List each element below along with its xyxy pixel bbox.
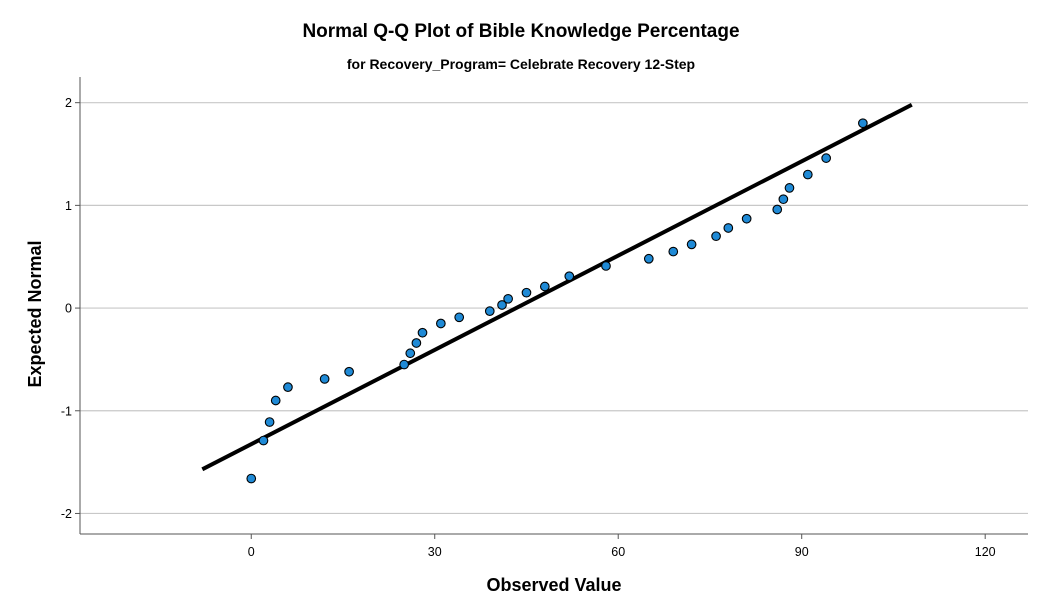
data-point <box>484 306 495 316</box>
x-tick-label: 30 <box>428 545 442 559</box>
data-point <box>802 169 813 180</box>
data-point <box>270 395 281 406</box>
data-point <box>283 382 293 392</box>
data-point <box>686 239 697 250</box>
data-point <box>405 348 416 359</box>
data-point <box>772 204 783 215</box>
data-point <box>399 359 410 370</box>
x-tick-label: 120 <box>975 545 996 559</box>
data-point <box>258 435 269 446</box>
data-point <box>503 293 513 304</box>
y-tick-label: 2 <box>65 96 72 110</box>
chart-subtitle: for Recovery_Program= Celebrate Recovery… <box>347 56 695 72</box>
data-point <box>411 338 422 348</box>
data-point <box>821 153 832 163</box>
y-axis-title: Expected Normal <box>25 240 45 387</box>
y-tick-label: -2 <box>61 507 72 521</box>
data-point <box>643 253 654 264</box>
data-point <box>601 261 611 271</box>
reference-line <box>201 102 913 472</box>
data-point <box>564 271 575 282</box>
x-tick-label: 90 <box>795 545 809 559</box>
data-point <box>858 118 868 129</box>
data-point <box>668 246 679 257</box>
data-point <box>521 287 532 298</box>
data-point <box>417 327 428 338</box>
y-tick-label: 1 <box>65 199 72 213</box>
data-point <box>264 417 275 427</box>
chart-title: Normal Q-Q Plot of Bible Knowledge Perce… <box>302 21 739 42</box>
data-point <box>344 366 354 377</box>
data-point <box>246 473 257 484</box>
x-tick-label: 0 <box>248 545 255 559</box>
data-point <box>454 312 465 323</box>
data-point <box>436 318 446 329</box>
y-tick-label: -1 <box>61 404 72 418</box>
data-point <box>778 194 789 205</box>
data-point <box>741 213 752 224</box>
x-tick-label: 60 <box>611 545 625 559</box>
data-point <box>539 281 550 292</box>
y-tick-label: 0 <box>65 302 72 316</box>
data-point <box>723 223 734 233</box>
data-point <box>784 183 795 193</box>
data-point <box>497 300 507 310</box>
data-point <box>319 374 330 384</box>
x-axis-title: Observed Value <box>486 575 621 595</box>
data-point <box>711 231 721 242</box>
plot-area: 2 1 0 -1 -2 0 30 60 90 120 <box>61 77 1028 559</box>
